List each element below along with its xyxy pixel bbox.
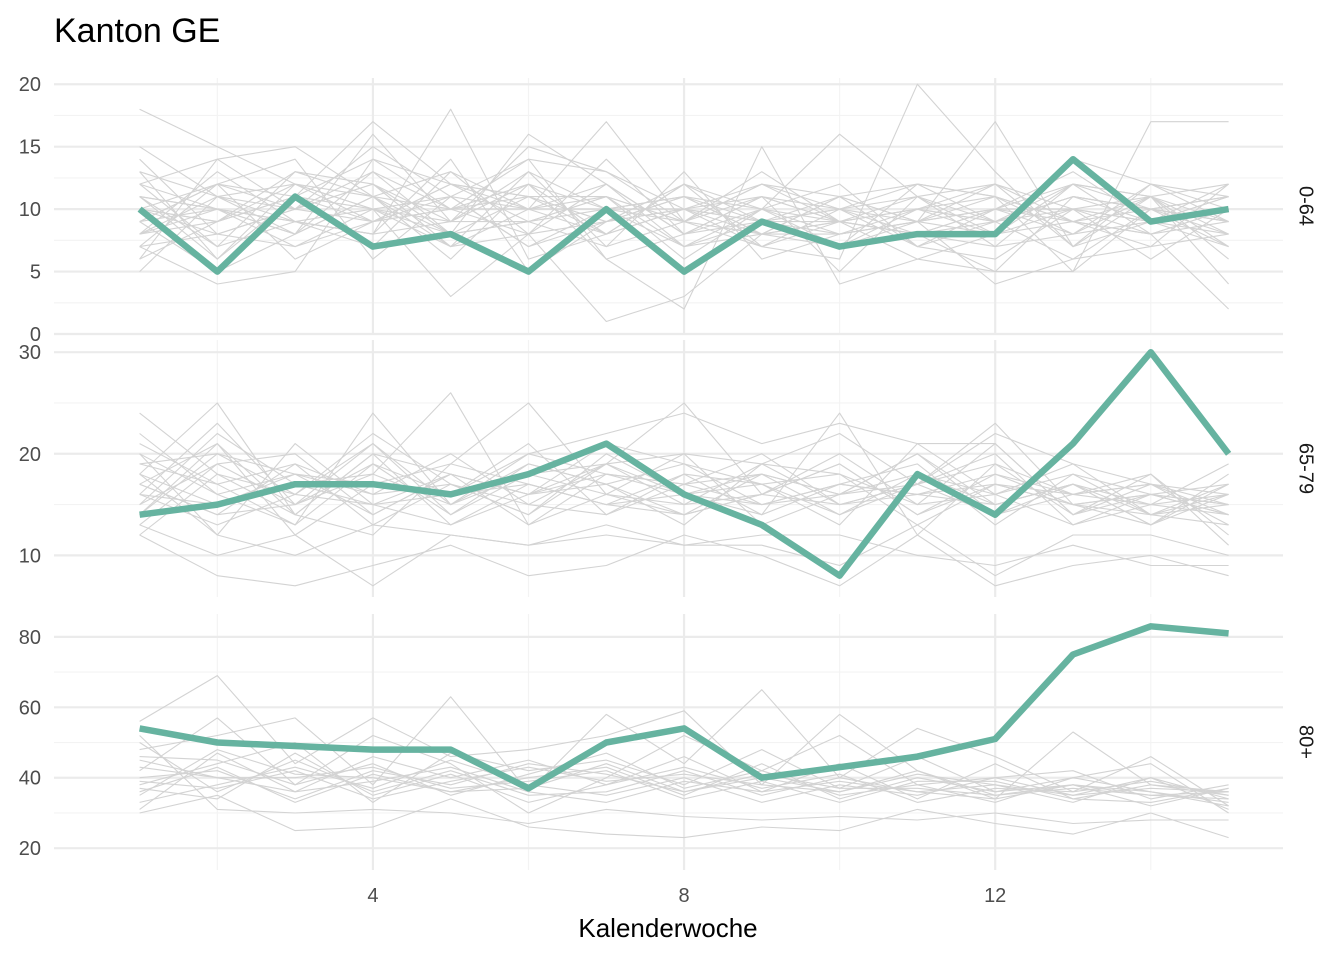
background-series-line bbox=[139, 766, 1229, 803]
background-series-line bbox=[139, 432, 1229, 516]
background-series-line bbox=[139, 749, 1229, 807]
facet-panels: 0 5 10 15 20 0-64 10 20 30 65-79 20 40 60 80 80+ bbox=[19, 74, 1317, 870]
y-tick-label: 20 bbox=[19, 838, 41, 860]
facet-strip-label: 0-64 bbox=[1295, 186, 1317, 226]
background-series-line bbox=[139, 453, 1229, 516]
panel-65-79: 10 20 30 65-79 bbox=[19, 340, 1317, 597]
background-series-line bbox=[139, 752, 1229, 810]
y-tick-label: 0 bbox=[30, 324, 41, 346]
facet-strip-label: 65-79 bbox=[1295, 443, 1317, 494]
background-series-line bbox=[139, 196, 1229, 323]
background-series-line bbox=[139, 742, 1229, 810]
background-series-line bbox=[139, 171, 1229, 248]
background-series-line bbox=[139, 183, 1230, 285]
highlight-series-line bbox=[139, 623, 1229, 792]
background-series-line bbox=[139, 763, 1229, 803]
background-series-line bbox=[139, 794, 1229, 839]
background-series-line bbox=[139, 741, 1229, 814]
y-tick-label: 10 bbox=[19, 545, 41, 567]
y-tick-label: 30 bbox=[19, 342, 41, 364]
chart-title: Kanton GE bbox=[54, 12, 220, 50]
x-axis: 4 8 12 bbox=[367, 885, 1006, 907]
panel-0-64: 0 5 10 15 20 0-64 bbox=[19, 74, 1317, 346]
x-tick-label: 8 bbox=[678, 885, 689, 907]
highlight-series-line bbox=[137, 155, 1230, 275]
background-series-line bbox=[139, 717, 1229, 814]
background-series-line bbox=[139, 463, 1229, 526]
background-series-line bbox=[139, 524, 1229, 587]
y-tick-label: 20 bbox=[19, 74, 41, 96]
background-series-line bbox=[139, 183, 1229, 310]
y-tick-label: 15 bbox=[19, 137, 41, 159]
y-tick-label: 5 bbox=[30, 262, 41, 284]
x-tick-label: 4 bbox=[367, 885, 378, 907]
x-axis-label: Kalenderwoche bbox=[578, 913, 757, 943]
background-series-line bbox=[139, 735, 1229, 825]
y-tick-label: 60 bbox=[19, 697, 41, 719]
panel-80+: 20 40 60 80 80+ bbox=[19, 614, 1317, 870]
y-tick-label: 40 bbox=[19, 768, 41, 790]
background-series-line bbox=[139, 121, 1229, 310]
y-tick-label: 20 bbox=[19, 444, 41, 466]
background-series-line bbox=[139, 183, 1229, 235]
x-tick-label: 12 bbox=[984, 885, 1006, 907]
y-tick-label: 80 bbox=[19, 627, 41, 649]
facet-strip-label: 80+ bbox=[1295, 725, 1317, 759]
background-series-line bbox=[139, 534, 1229, 587]
highlight-series-line bbox=[139, 348, 1232, 579]
background-series-line bbox=[139, 752, 1229, 803]
y-tick-label: 10 bbox=[19, 199, 41, 221]
background-series-line bbox=[139, 463, 1229, 526]
background-series-line bbox=[139, 766, 1229, 800]
background-series-line bbox=[139, 689, 1229, 807]
